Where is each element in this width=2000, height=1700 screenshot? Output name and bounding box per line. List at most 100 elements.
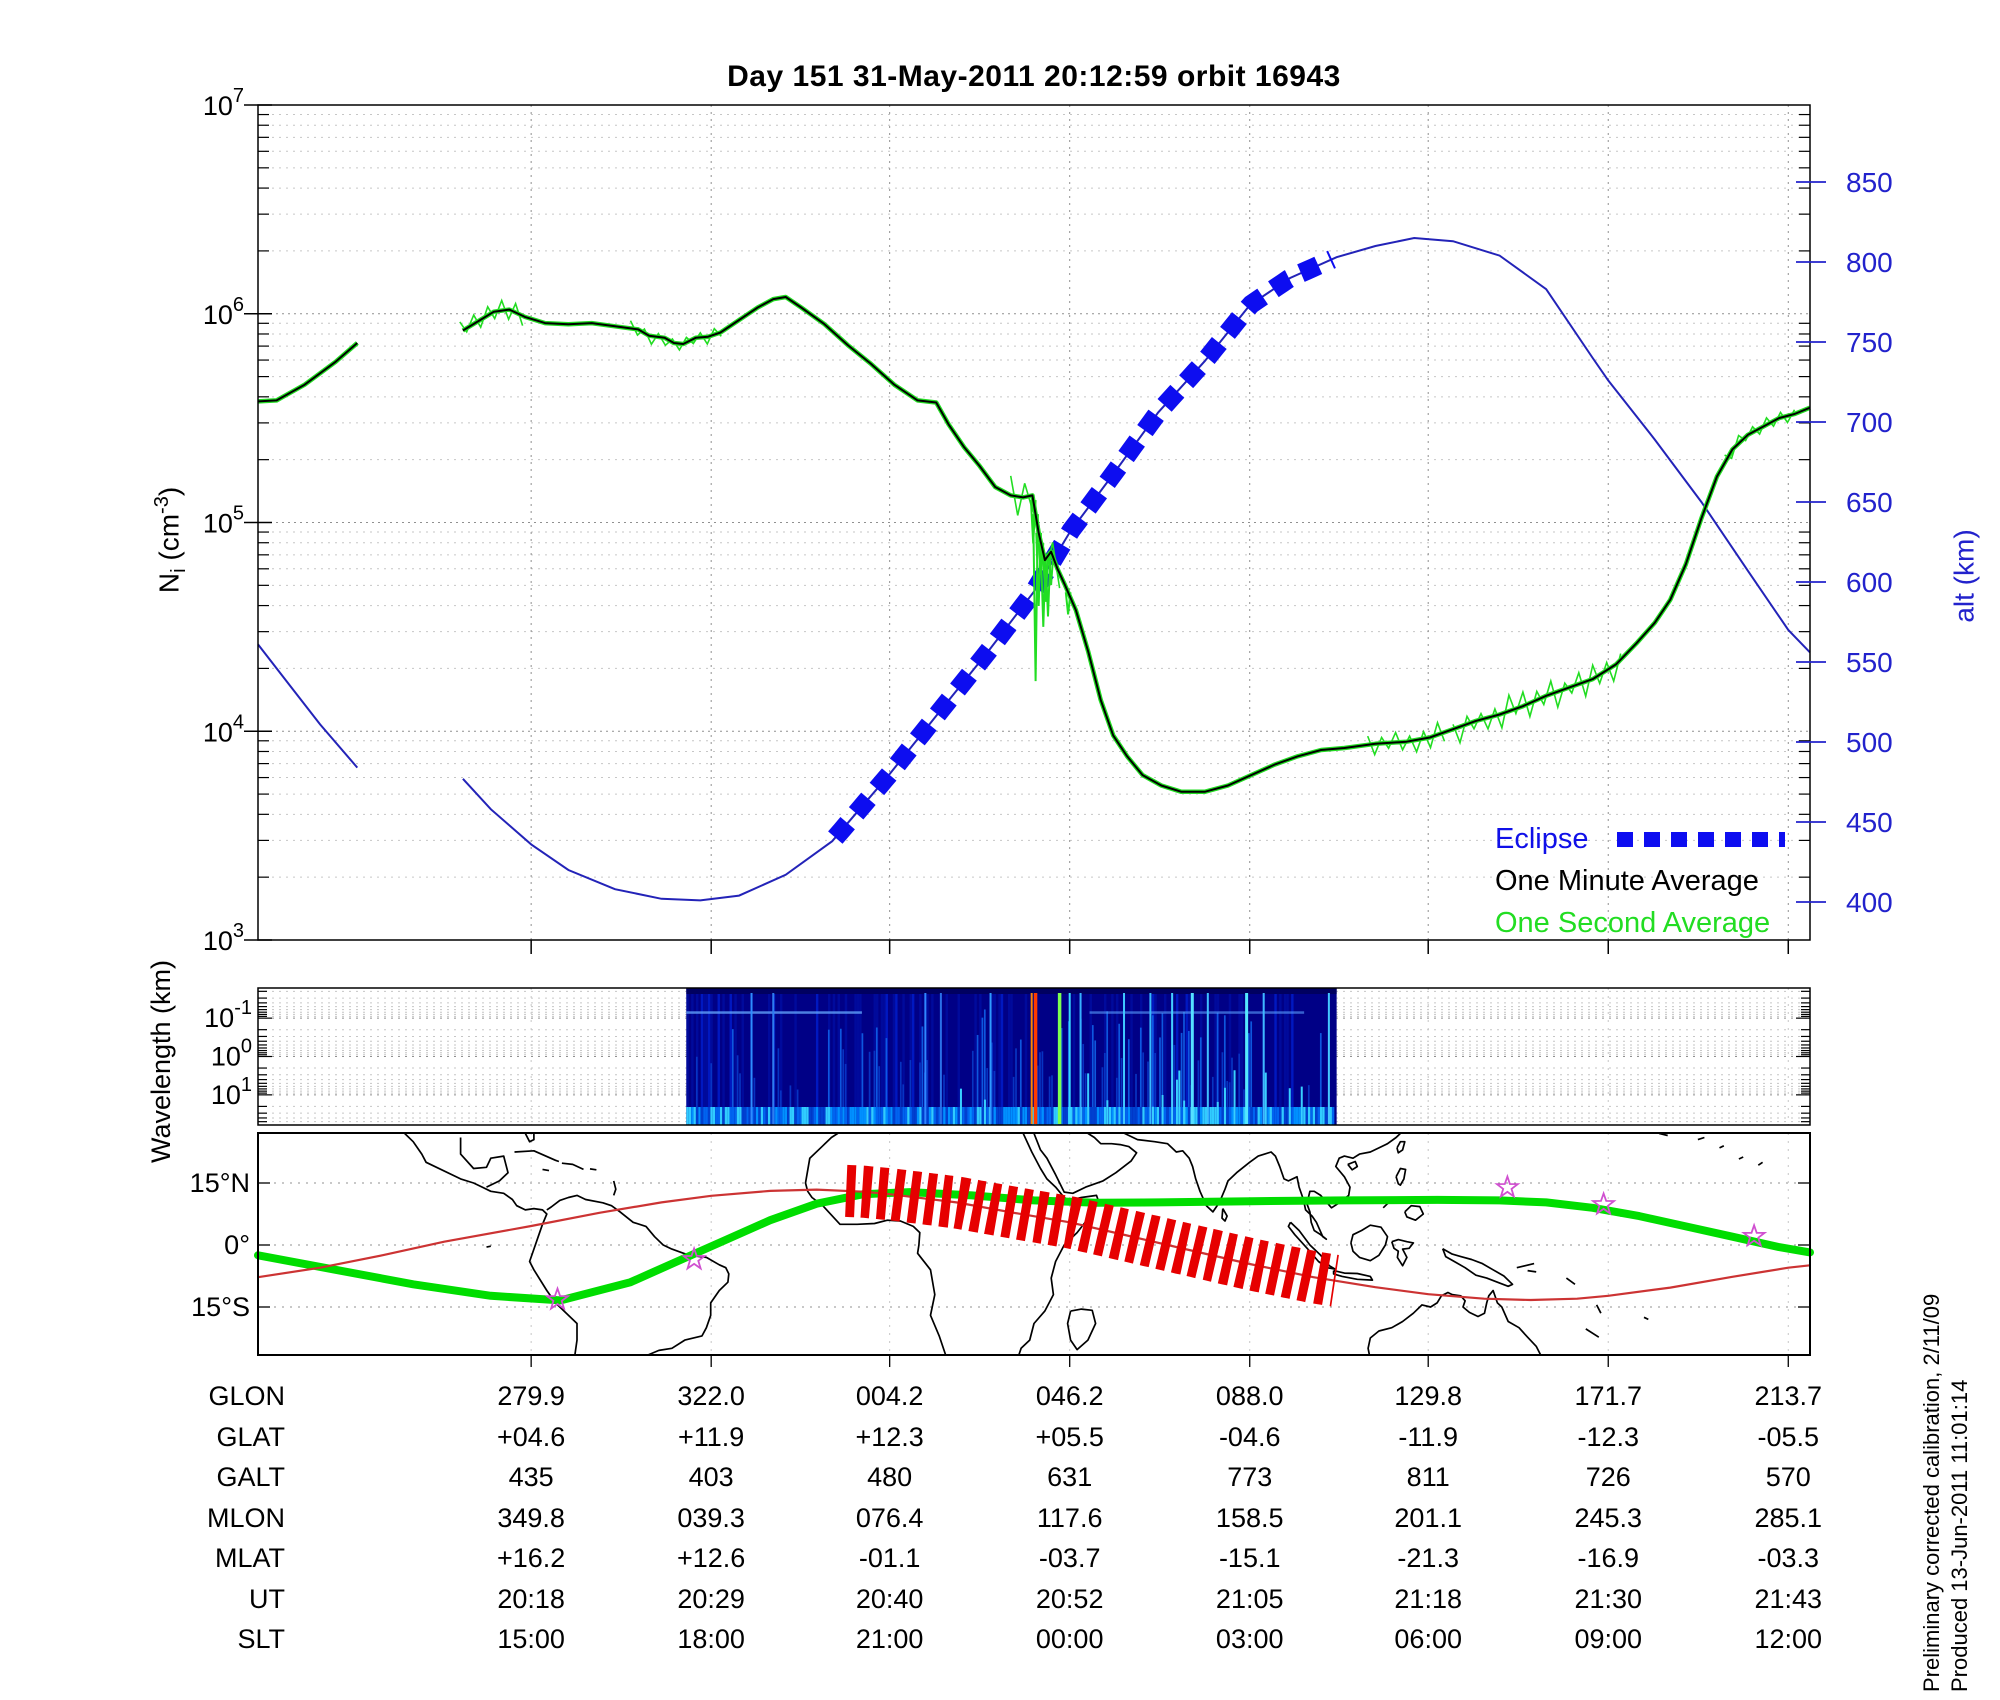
table-cell: 088.0: [1215, 1381, 1284, 1411]
legend-one-minute-label: One Minute Average: [1495, 865, 1759, 897]
row-label: GLAT: [216, 1421, 285, 1452]
svg-text:104: 104: [203, 711, 244, 747]
table-cell: 213.7: [1754, 1381, 1823, 1411]
table-cell: 279.9: [497, 1381, 565, 1411]
table-cell: -03.7: [1038, 1543, 1101, 1573]
table-cell: 726: [1585, 1462, 1631, 1492]
table-cell: 322.0: [677, 1381, 745, 1411]
table-cell: 811: [1406, 1462, 1450, 1492]
table-row-mlon: MLON 349.8 039.3 076.4 117.6 158.5 201.1 245.3 2…: [0, 1503, 2000, 1537]
ground-station-star-icon: [1590, 1190, 1617, 1216]
table-cell: -16.9: [1577, 1543, 1640, 1573]
table-cell: 20:52: [1035, 1583, 1104, 1614]
table-cell: -21.3: [1397, 1543, 1459, 1573]
table-cell: +05.5: [1035, 1421, 1104, 1452]
table-row-glon: GLON 279.9 322.0 004.2 046.2 088.0 129.8 171.7 2…: [0, 1381, 2000, 1415]
svg-text:700: 700: [1846, 407, 1893, 438]
legend-item-one-second: One Second Average: [1495, 902, 1785, 944]
table-cell: +12.3: [855, 1421, 924, 1452]
table-cell: 004.2: [855, 1381, 924, 1411]
table-cell: 15:00: [497, 1624, 565, 1654]
table-row-ut: UT 20:18 20:29 20:40 20:52 21:05 21:18 21:30 21:…: [0, 1584, 2000, 1618]
svg-text:10-1: 10-1: [204, 997, 252, 1033]
table-cell: -11.9: [1398, 1421, 1458, 1452]
table-cell: 21:43: [1754, 1583, 1823, 1614]
table-cell: 403: [688, 1462, 734, 1492]
ground-station-star-icon: [544, 1285, 571, 1311]
row-label: SLT: [237, 1624, 285, 1654]
table-cell: 20:29: [677, 1583, 745, 1614]
ground-station-star-icon: [1494, 1173, 1521, 1199]
table-cell: 12:00: [1754, 1624, 1823, 1654]
altitude-axis-label: alt (km): [1948, 529, 1980, 623]
row-label: MLON: [206, 1502, 285, 1533]
table-cell: 21:18: [1394, 1583, 1462, 1614]
table-cell: -04.6: [1218, 1421, 1281, 1452]
page-title: Day 151 31-May-2011 20:12:59 orbit 16943: [727, 60, 1341, 93]
svg-text:15°N: 15°N: [190, 1168, 250, 1198]
table-cell: -12.3: [1577, 1421, 1640, 1452]
table-cell: 03:00: [1215, 1624, 1284, 1654]
table-cell: +11.9: [678, 1421, 745, 1452]
table-cell: 06:00: [1394, 1624, 1462, 1654]
table-row-galt: GALT 435 403 480 631 773 811 726 570: [0, 1462, 2000, 1496]
legend-item-eclipse: Eclipse: [1495, 818, 1785, 860]
table-cell: 245.3: [1574, 1502, 1643, 1533]
row-label: MLAT: [214, 1543, 285, 1573]
ground-station-star-icon: [681, 1245, 708, 1271]
table-cell: 20:40: [855, 1583, 924, 1614]
svg-text:0°: 0°: [224, 1230, 250, 1260]
wavelength-axis-label: Wavelength (km): [146, 959, 177, 1164]
ground-track-map-panel: 15°N 0° 15°S: [190, 1132, 1814, 1367]
table-cell: 21:05: [1215, 1583, 1284, 1614]
eclipse-dash-swatch: [1616, 831, 1785, 847]
svg-text:105: 105: [203, 503, 244, 539]
svg-text:750: 750: [1846, 327, 1893, 358]
table-cell: 09:00: [1574, 1624, 1643, 1654]
svg-text:15°S: 15°S: [191, 1292, 250, 1322]
table-cell: -05.5: [1757, 1421, 1820, 1452]
table-cell: 00:00: [1035, 1624, 1104, 1654]
table-cell: 039.3: [677, 1502, 745, 1533]
table-cell: 349.8: [497, 1502, 565, 1533]
table-cell: 046.2: [1035, 1381, 1104, 1411]
table-cell: 480: [867, 1462, 913, 1492]
legend-eclipse-label: Eclipse: [1495, 823, 1589, 855]
table-cell: 285.1: [1754, 1502, 1823, 1533]
table-cell: +12.6: [677, 1543, 746, 1573]
main-density-altitude-panel: 107 106 105 104 103 850 800 750 700 650 600 550 500 4…: [203, 85, 1893, 956]
table-cell: +16.2: [496, 1543, 566, 1573]
table-cell: -03.3: [1757, 1543, 1820, 1573]
table-cell: 20:18: [497, 1583, 565, 1614]
table-cell: 21:00: [855, 1624, 924, 1654]
svg-text:600: 600: [1846, 567, 1893, 598]
row-label: UT: [249, 1583, 285, 1614]
svg-text:101: 101: [211, 1074, 252, 1110]
row-label: GLON: [208, 1381, 285, 1411]
table-row-mlat: MLAT +16.2 +12.6 -01.1 -03.7 -15.1 -21.3 -16.9 -…: [0, 1543, 2000, 1577]
ground-station-star-icon: [1741, 1222, 1768, 1248]
row-label: GALT: [216, 1462, 285, 1492]
table-cell: 631: [1047, 1462, 1093, 1492]
svg-text:650: 650: [1846, 487, 1893, 518]
legend: Eclipse One Minute Average One Second Av…: [1495, 818, 1785, 944]
table-cell: 201.1: [1394, 1502, 1462, 1533]
table-cell: 570: [1765, 1462, 1811, 1492]
table-cell: 117.6: [1036, 1502, 1103, 1533]
svg-text:400: 400: [1846, 887, 1893, 918]
svg-text:107: 107: [203, 85, 244, 121]
table-cell: 171.7: [1574, 1381, 1643, 1411]
table-cell: 129.8: [1394, 1381, 1462, 1411]
legend-item-one-minute: One Minute Average: [1495, 860, 1785, 902]
table-cell: 18:00: [677, 1624, 745, 1654]
table-cell: 076.4: [855, 1502, 924, 1533]
table-cell: -15.1: [1218, 1543, 1281, 1573]
table-cell: 773: [1227, 1462, 1273, 1492]
svg-text:850: 850: [1846, 167, 1893, 198]
svg-text:106: 106: [203, 294, 244, 330]
table-cell: 21:30: [1574, 1583, 1643, 1614]
svg-text:103: 103: [203, 920, 244, 956]
legend-one-second-label: One Second Average: [1495, 907, 1771, 939]
